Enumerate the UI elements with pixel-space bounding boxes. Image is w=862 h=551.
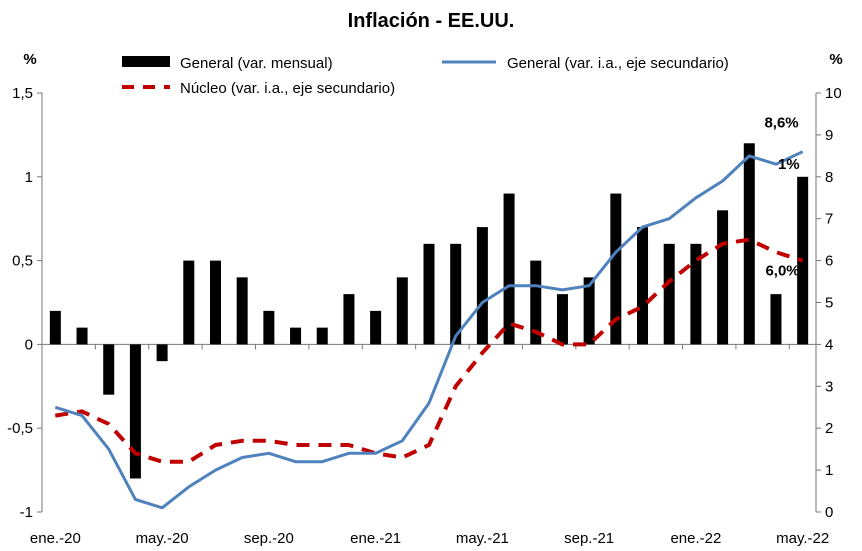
- line-nucleo: [54, 237, 804, 464]
- right-tick-label: 5: [825, 295, 833, 312]
- bars-general-mensual: [49, 143, 809, 479]
- bar: [770, 294, 782, 345]
- x-tick-label: sep.-21: [564, 530, 614, 547]
- left-tick-label: -0,5: [7, 420, 33, 437]
- bar: [156, 344, 168, 362]
- right-tick-label: 2: [825, 420, 833, 437]
- right-tick-label: 1: [825, 462, 833, 479]
- right-tick-label: 10: [825, 85, 842, 102]
- right-tick-label: 9: [825, 127, 833, 144]
- x-tick-label: may.-22: [776, 530, 829, 547]
- bar: [503, 193, 515, 345]
- line-general-ia: [54, 150, 804, 510]
- left-tick-label: 1,5: [12, 85, 33, 102]
- legend-label-nucleo: Núcleo (var. i.a., eje secundario): [180, 80, 395, 97]
- left-axis-unit: %: [23, 51, 36, 68]
- right-tick-label: 7: [825, 211, 833, 228]
- bar: [423, 243, 435, 345]
- bar: [717, 210, 729, 345]
- bar: [743, 143, 755, 345]
- data-label: 6,0%: [765, 263, 799, 280]
- data-label: 8,6%: [764, 115, 798, 132]
- bar: [76, 327, 88, 345]
- bar: [103, 344, 115, 395]
- legend-swatch-general-mensual: [122, 56, 170, 67]
- left-tick-label: -1: [20, 504, 33, 521]
- data-label: 1%: [778, 156, 800, 173]
- bar: [236, 277, 248, 345]
- lines: [54, 150, 804, 510]
- right-tick-label: 4: [825, 336, 833, 353]
- legend: General (var. mensual) General (var. i.a…: [122, 55, 729, 97]
- bar: [610, 193, 622, 345]
- bar: [663, 243, 675, 345]
- x-tick-label: ene.-22: [670, 530, 721, 547]
- right-axis-unit: %: [829, 51, 842, 68]
- right-tick-label: 8: [825, 169, 833, 186]
- bar: [583, 277, 595, 345]
- bar: [129, 344, 141, 479]
- x-tick-label: may.-20: [136, 530, 189, 547]
- x-tick-label: ene.-21: [350, 530, 401, 547]
- left-tick-label: 0: [25, 336, 33, 353]
- legend-label-general-ia: General (var. i.a., eje secundario): [507, 55, 729, 72]
- bar: [530, 260, 542, 345]
- bar: [556, 294, 568, 345]
- bar: [396, 277, 408, 345]
- x-tick-label: ene.-20: [30, 530, 81, 547]
- tick-labels: -1 -0,5 0 0,5 1 1,5 0 1 2 3 4 5 6 7 8 9 10 ene.-20 may.-20…: [7, 85, 842, 547]
- bar: [209, 260, 221, 345]
- bar: [370, 310, 382, 345]
- right-tick-label: 3: [825, 378, 833, 395]
- bar: [49, 310, 61, 345]
- bar: [476, 227, 488, 345]
- x-tick-label: sep.-20: [244, 530, 294, 547]
- x-tick-label: may.-21: [456, 530, 509, 547]
- left-tick-label: 1: [25, 169, 33, 186]
- bar: [450, 243, 462, 345]
- bar: [183, 260, 195, 345]
- chart-title: Inflación - EE.UU.: [348, 10, 515, 32]
- right-tick-label: 6: [825, 253, 833, 270]
- legend-label-general-mensual: General (var. mensual): [180, 55, 333, 72]
- bar: [290, 327, 302, 345]
- bar: [263, 310, 275, 345]
- left-tick-label: 0,5: [12, 253, 33, 270]
- bar: [343, 294, 355, 345]
- bar: [637, 227, 649, 345]
- bar: [316, 327, 328, 345]
- right-tick-label: 0: [825, 504, 833, 521]
- data-labels: 8,6% 1% 6,0%: [764, 115, 799, 280]
- bar: [690, 243, 702, 345]
